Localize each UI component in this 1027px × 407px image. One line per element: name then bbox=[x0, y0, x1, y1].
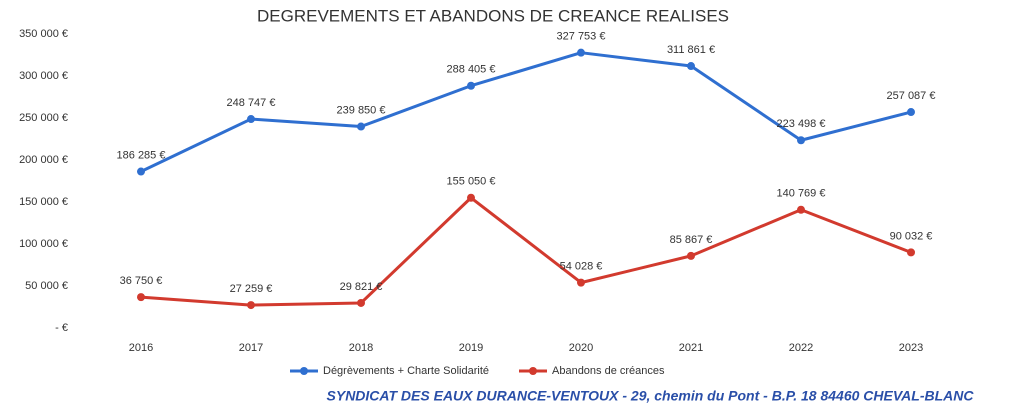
data-label: 257 087 € bbox=[887, 90, 936, 102]
x-tick-label: 2020 bbox=[569, 342, 593, 354]
x-tick-label: 2017 bbox=[239, 342, 263, 354]
data-label: 248 747 € bbox=[227, 97, 276, 109]
legend-marker bbox=[300, 367, 308, 375]
data-label: 29 821 € bbox=[340, 281, 383, 293]
x-tick-label: 2022 bbox=[789, 342, 813, 354]
y-tick-label: 350 000 € bbox=[19, 28, 68, 40]
x-tick-label: 2023 bbox=[899, 342, 923, 354]
point bbox=[687, 62, 695, 71]
point bbox=[247, 301, 255, 310]
point bbox=[907, 108, 915, 117]
y-tick-label: 300 000 € bbox=[19, 70, 68, 82]
point bbox=[247, 115, 255, 124]
data-label: 186 285 € bbox=[117, 149, 166, 161]
data-label: 239 850 € bbox=[337, 104, 386, 116]
point bbox=[797, 205, 805, 214]
point bbox=[467, 193, 475, 202]
legend-label: Dégrèvements + Charte Solidarité bbox=[323, 365, 489, 377]
data-label: 311 861 € bbox=[667, 44, 715, 56]
point bbox=[797, 136, 805, 145]
x-tick-label: 2018 bbox=[349, 342, 373, 354]
point bbox=[357, 122, 365, 131]
point bbox=[467, 81, 475, 90]
data-label: 155 050 € bbox=[447, 176, 496, 188]
point bbox=[687, 251, 695, 260]
chart-title: DEGREVEMENTS ET ABANDONS DE CREANCE REAL… bbox=[257, 6, 729, 25]
legend-label: Abandons de créances bbox=[552, 365, 665, 377]
y-tick-label: - € bbox=[55, 322, 68, 334]
x-tick-label: 2019 bbox=[459, 342, 483, 354]
y-tick-label: 50 000 € bbox=[25, 280, 68, 292]
y-tick-label: 100 000 € bbox=[19, 238, 68, 250]
point bbox=[907, 248, 915, 257]
point bbox=[577, 278, 585, 287]
legend-marker bbox=[529, 367, 537, 375]
x-tick-label: 2021 bbox=[679, 342, 703, 354]
y-tick-label: 150 000 € bbox=[19, 196, 68, 208]
y-tick-label: 200 000 € bbox=[19, 154, 68, 166]
point bbox=[357, 298, 365, 307]
x-tick-label: 2016 bbox=[129, 342, 153, 354]
data-label: 288 405 € bbox=[447, 64, 496, 76]
y-tick-label: 250 000 € bbox=[19, 112, 68, 124]
data-label: 140 769 € bbox=[777, 188, 826, 200]
data-label: 54 028 € bbox=[560, 261, 603, 273]
series-line bbox=[140, 196, 912, 307]
series-line bbox=[140, 51, 912, 173]
data-label: 27 259 € bbox=[230, 283, 273, 295]
data-label: 85 867 € bbox=[670, 234, 713, 246]
data-label: 223 498 € bbox=[777, 118, 826, 130]
point bbox=[577, 48, 585, 57]
point bbox=[137, 167, 145, 176]
data-label: 90 032 € bbox=[890, 230, 933, 242]
data-label: 36 750 € bbox=[120, 275, 163, 287]
footer: SYNDICAT DES EAUX DURANCE-VENTOUX - 29, … bbox=[327, 388, 975, 404]
data-label: 327 753 € bbox=[557, 31, 606, 43]
point bbox=[137, 293, 145, 302]
